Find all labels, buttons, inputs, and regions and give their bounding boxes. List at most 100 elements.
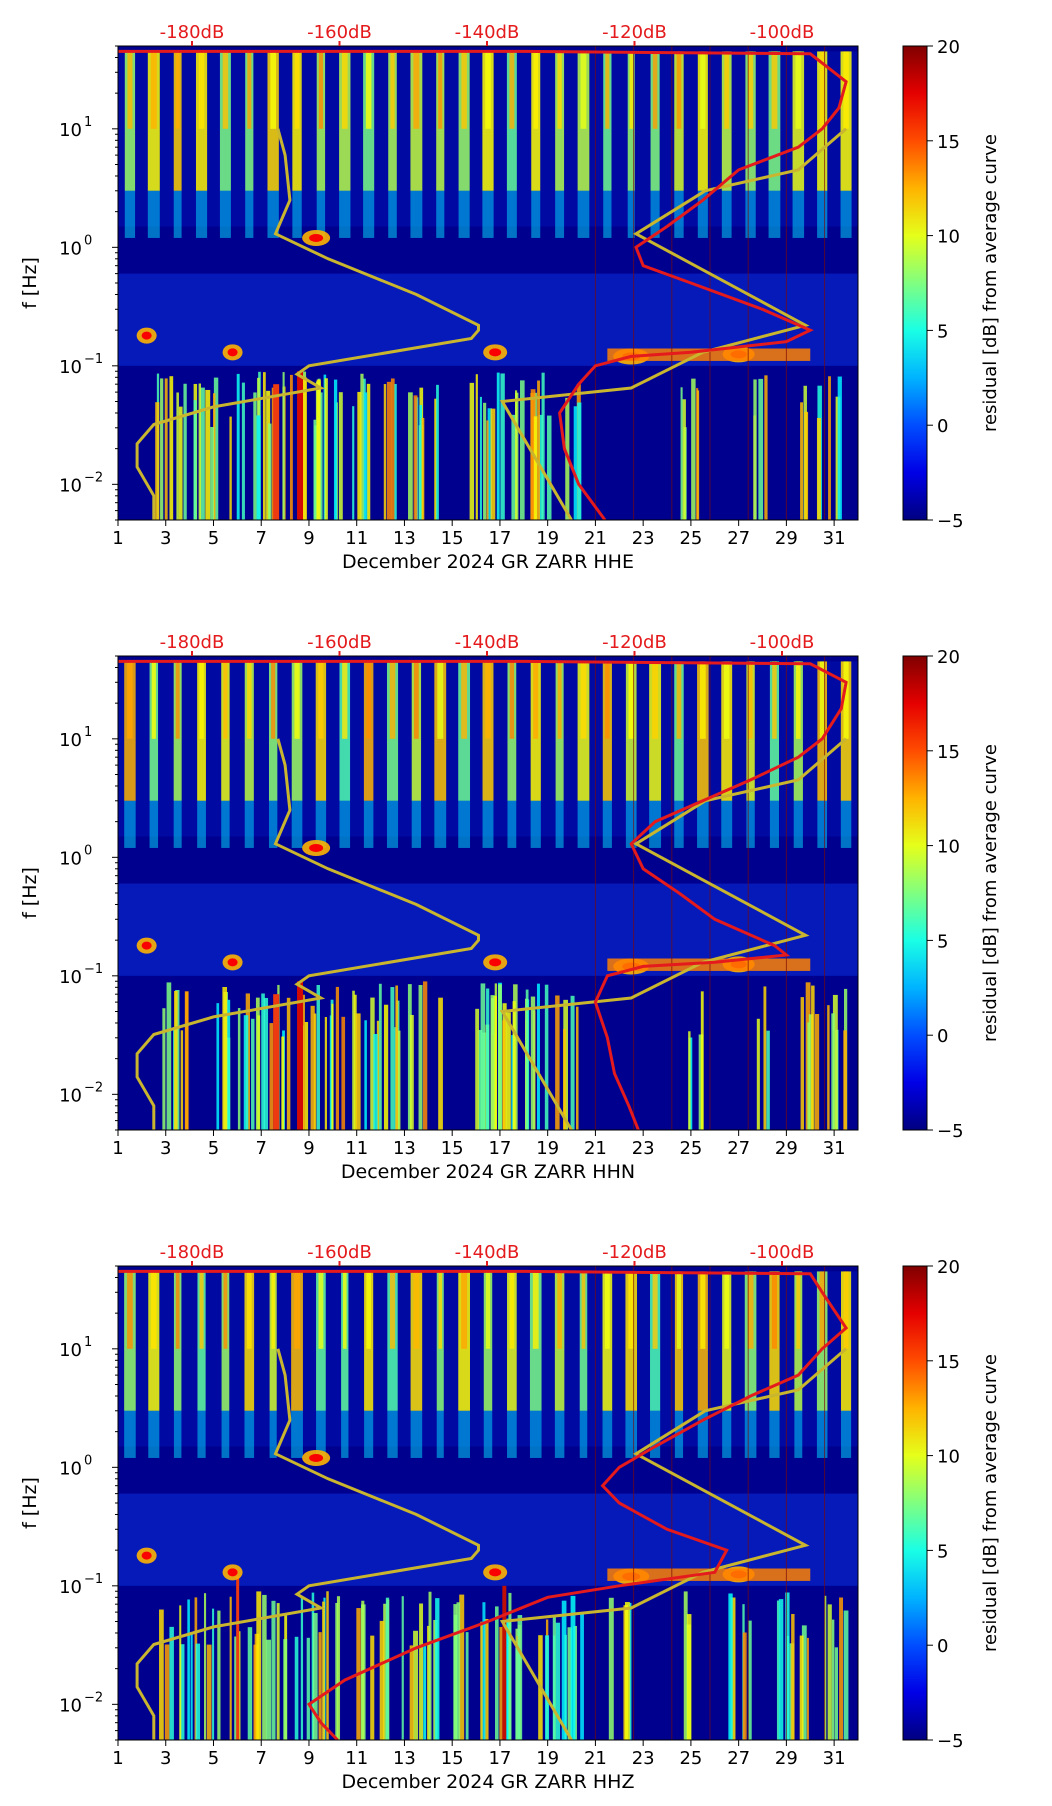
lf-streak xyxy=(438,997,443,1130)
day-stripe-tail xyxy=(267,190,279,238)
day-stripe-tail xyxy=(650,190,660,238)
day-stripe-tail xyxy=(458,800,471,848)
day-stripe-core xyxy=(485,661,491,739)
lf-streak xyxy=(469,382,475,520)
lf-streak xyxy=(764,375,768,520)
x-tick-label: 1 xyxy=(112,1138,123,1159)
x-tick-label: 1 xyxy=(112,1748,123,1769)
lf-streak xyxy=(370,1635,375,1740)
x-tick-label: 13 xyxy=(393,528,416,549)
lf-streak xyxy=(482,1602,486,1740)
lf-streak xyxy=(490,995,495,1130)
day-stripe-core xyxy=(604,1271,610,1349)
lf-streak xyxy=(413,395,418,520)
lf-streak xyxy=(561,1600,567,1740)
y-tick-exponent: −1 xyxy=(84,352,103,367)
top-scale-label: -100dB xyxy=(750,22,815,43)
day-stripe-core xyxy=(341,51,348,129)
lf-streak xyxy=(682,399,686,520)
lf-streak xyxy=(178,406,183,520)
lf-streak xyxy=(269,1023,274,1130)
lf-streak xyxy=(800,997,804,1130)
lf-streak xyxy=(324,378,328,520)
lf-streak xyxy=(271,1600,276,1740)
lf-streak xyxy=(164,1644,170,1740)
colorbar-label: residual [dB] from average curve xyxy=(980,1354,1001,1652)
day-stripe-core xyxy=(199,661,204,739)
day-stripe-core xyxy=(247,661,252,739)
day-stripe-core xyxy=(628,661,634,739)
day-stripe-tail xyxy=(602,1410,613,1458)
lf-streak xyxy=(376,1020,380,1130)
microseism-core xyxy=(141,1551,152,1560)
day-stripe-tail xyxy=(627,190,635,238)
lf-streak xyxy=(480,983,486,1130)
day-stripe-core xyxy=(676,661,682,739)
day-stripe-core xyxy=(151,661,156,739)
day-stripe-tail xyxy=(436,1410,444,1458)
day-stripe-tail xyxy=(269,1410,277,1458)
x-tick-label: 15 xyxy=(441,528,464,549)
lf-streak xyxy=(257,1015,261,1130)
x-axis-label: December 2024 GR ZARR HHE xyxy=(342,551,634,573)
day-stripe-core xyxy=(127,661,133,739)
colorbar-label: residual [dB] from average curve xyxy=(980,134,1001,432)
lf-streak xyxy=(564,1634,567,1740)
day-stripe-tail xyxy=(531,190,541,238)
day-stripe-tail xyxy=(364,1410,374,1458)
day-stripe-core xyxy=(747,1271,754,1349)
y-tick-exponent: 1 xyxy=(84,1335,92,1350)
day-stripe-core xyxy=(389,661,396,739)
day-stripe-core xyxy=(509,661,515,739)
lf-streak xyxy=(162,1008,166,1130)
lf-streak xyxy=(537,380,540,520)
microseism-core xyxy=(227,348,238,357)
colorbar-tick-label: 20 xyxy=(937,37,960,58)
lf-streak xyxy=(331,1003,334,1130)
lf-streak xyxy=(352,406,355,520)
day-stripe-core xyxy=(700,51,706,129)
lf-streak xyxy=(837,376,842,520)
day-stripe-tail xyxy=(245,190,254,238)
x-tick-label: 11 xyxy=(345,1138,368,1159)
lf-streak xyxy=(256,1591,262,1740)
lf-streak xyxy=(262,1594,267,1740)
day-stripe-tail xyxy=(197,800,206,848)
day-stripe-tail xyxy=(697,800,709,848)
lf-streak xyxy=(807,1022,810,1130)
lf-streak xyxy=(212,1608,215,1740)
day-stripe-tail xyxy=(506,190,517,238)
day-stripe-core xyxy=(843,1271,849,1349)
lf-streak xyxy=(683,1591,688,1740)
lf-streak xyxy=(508,1592,512,1740)
y-axis-label: f [Hz] xyxy=(19,867,41,919)
day-stripe-core xyxy=(461,661,468,739)
y-tick-label: 10 xyxy=(59,120,82,141)
day-stripe-core xyxy=(342,1271,347,1349)
lf-streak xyxy=(502,1020,506,1130)
colorbar-tick-label: 15 xyxy=(937,132,960,153)
microseism-core xyxy=(309,233,324,242)
day-stripe-core xyxy=(366,1271,371,1349)
lf-streak xyxy=(434,398,437,520)
day-stripe-core xyxy=(175,51,180,129)
lf-streak xyxy=(515,390,518,520)
day-stripe-tail xyxy=(316,1410,326,1458)
lf-streak xyxy=(335,1602,339,1740)
lf-streak xyxy=(394,383,397,520)
x-tick-label: 3 xyxy=(160,528,171,549)
lf-streak xyxy=(206,1644,212,1740)
lf-streak xyxy=(419,405,423,520)
day-stripe-core xyxy=(222,51,229,129)
day-stripe-core xyxy=(700,1271,706,1349)
day-stripe-core xyxy=(175,661,180,739)
day-stripe-tail xyxy=(244,800,254,848)
day-stripe-core xyxy=(175,1271,180,1349)
day-stripe-core xyxy=(724,1271,729,1349)
lf-streak xyxy=(316,379,321,520)
x-tick-label: 21 xyxy=(584,528,607,549)
x-axis-label: December 2024 GR ZARR HHN xyxy=(341,1161,635,1183)
y-tick-exponent: −1 xyxy=(84,1572,103,1587)
top-scale-label: -100dB xyxy=(750,1242,815,1263)
